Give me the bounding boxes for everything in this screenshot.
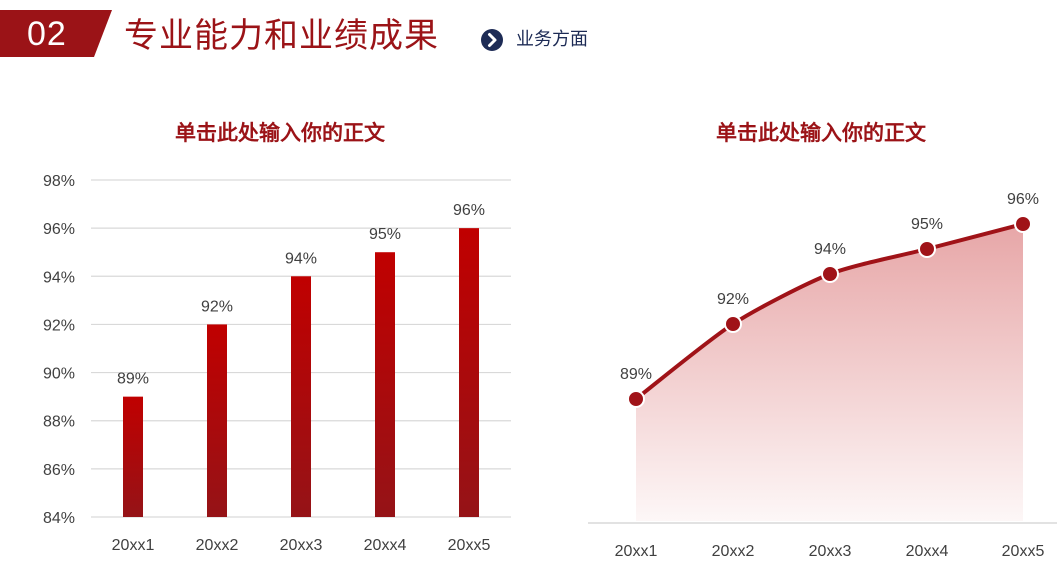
y-tick-label: 94% [43, 269, 75, 286]
y-tick-label: 88% [43, 414, 75, 431]
data-point-marker [724, 315, 742, 333]
x-tick-label: 20xx5 [1002, 543, 1045, 560]
data-point-marker [1014, 215, 1032, 233]
y-tick-label: 92% [43, 317, 75, 334]
bar-data-label: 89% [117, 371, 149, 388]
line-chart-title: 单击此处输入你的正文 [716, 121, 926, 145]
line-chart-markers: 89% 92% 94% 95% 96% [620, 191, 1039, 408]
data-point-marker [918, 240, 936, 258]
bar-data-label: 94% [285, 250, 317, 267]
section-number-badge [0, 10, 112, 57]
line-chart-x-axis: 20xx1 20xx2 20xx3 20xx4 20xx5 [615, 543, 1045, 560]
section-number: 02 [27, 15, 67, 53]
x-tick-label: 20xx4 [906, 543, 949, 560]
bar-data-label: 92% [201, 298, 233, 315]
bar [375, 252, 395, 517]
bar [291, 276, 311, 517]
x-tick-label: 20xx1 [615, 543, 658, 560]
y-tick-label: 98% [43, 173, 75, 190]
x-tick-label: 20xx1 [112, 537, 155, 554]
point-data-label: 92% [717, 291, 749, 308]
x-tick-label: 20xx5 [448, 537, 491, 554]
bar [207, 324, 227, 517]
bar-data-label: 95% [369, 226, 401, 243]
y-tick-label: 96% [43, 221, 75, 238]
bar-data-label: 96% [453, 202, 485, 219]
x-tick-label: 20xx3 [809, 543, 852, 560]
bar-chart-x-axis: 20xx1 20xx2 20xx3 20xx4 20xx5 [112, 537, 491, 554]
bar-chart-bars: 89% 92% 94% 95% 96% [117, 202, 485, 517]
chevron-right-circle-icon [481, 29, 503, 51]
point-data-label: 89% [620, 366, 652, 383]
y-tick-label: 90% [43, 366, 75, 383]
data-point-marker [821, 265, 839, 283]
point-data-label: 94% [814, 241, 846, 258]
data-point-marker [627, 390, 645, 408]
x-tick-label: 20xx2 [196, 537, 239, 554]
y-tick-label: 84% [43, 510, 75, 527]
page-subtitle: 业务方面 [516, 29, 588, 50]
bar [459, 228, 479, 517]
bar-chart-y-axis: 84% 86% 88% 90% 92% 94% 96% 98% [43, 173, 75, 527]
x-tick-label: 20xx2 [712, 543, 755, 560]
bar-chart-title: 单击此处输入你的正文 [175, 121, 385, 145]
line-chart-area [636, 224, 1023, 521]
x-tick-label: 20xx3 [280, 537, 323, 554]
point-data-label: 96% [1007, 191, 1039, 208]
point-data-label: 95% [911, 216, 943, 233]
bar [123, 396, 143, 517]
page-title: 专业能力和业绩成果 [124, 16, 439, 56]
x-tick-label: 20xx4 [364, 537, 407, 554]
y-tick-label: 86% [43, 462, 75, 479]
